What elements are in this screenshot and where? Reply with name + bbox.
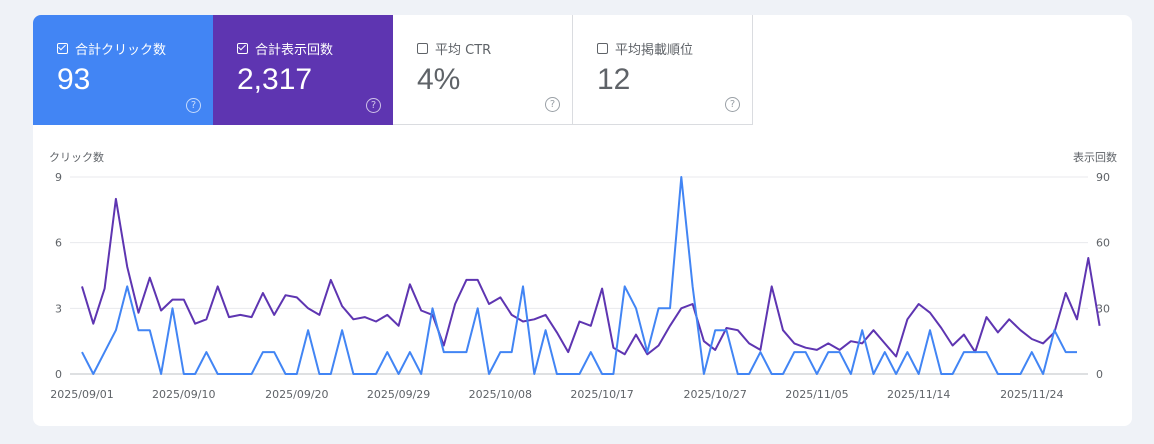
right-tick-label: 30 — [1096, 302, 1110, 315]
x-tick-label: 2025/09/29 — [367, 388, 430, 401]
performance-card: 合計クリック数 93 ? 合計表示回数 2,317 ? 平均 CTR 4% ? … — [33, 15, 1132, 426]
right-tick-label: 0 — [1096, 368, 1103, 381]
left-tick-label: 9 — [55, 171, 62, 184]
x-tick-label: 2025/10/17 — [570, 388, 633, 401]
x-tick-label: 2025/11/24 — [1000, 388, 1063, 401]
left-tick-label: 6 — [55, 237, 62, 250]
y-ticks: 9 90 6 60 3 30 0 0 — [55, 171, 1110, 381]
checkbox-icon[interactable] — [57, 43, 68, 54]
metric-tile-impressions[interactable]: 合計表示回数 2,317 ? — [213, 15, 393, 125]
metric-label: 平均掲載順位 — [615, 43, 694, 58]
checkbox-icon[interactable] — [237, 43, 248, 54]
help-icon[interactable]: ? — [186, 98, 201, 113]
metric-label: 平均 CTR — [435, 43, 492, 58]
checkbox-icon[interactable] — [597, 43, 608, 54]
metric-tiles: 合計クリック数 93 ? 合計表示回数 2,317 ? 平均 CTR 4% ? … — [33, 15, 753, 125]
right-axis-label: 表示回数 — [1073, 150, 1117, 164]
metric-tile-ctr[interactable]: 平均 CTR 4% ? — [393, 15, 573, 125]
right-tick-label: 90 — [1096, 171, 1110, 184]
metric-value: 12 — [597, 63, 631, 96]
x-tick-label: 2025/09/20 — [265, 388, 328, 401]
impressions-series-line — [81, 197, 1101, 358]
metric-value: 2,317 — [237, 63, 313, 96]
clicks-series-line — [81, 176, 1077, 375]
x-tick-label: 2025/09/10 — [152, 388, 215, 401]
checkbox-icon[interactable] — [417, 43, 428, 54]
x-tick-label: 2025/11/14 — [887, 388, 950, 401]
metric-value: 93 — [57, 63, 91, 96]
x-tick-label: 2025/09/01 — [50, 388, 113, 401]
x-tick-label: 2025/10/08 — [469, 388, 532, 401]
right-tick-label: 60 — [1096, 237, 1110, 250]
help-icon[interactable]: ? — [366, 98, 381, 113]
left-tick-label: 3 — [55, 302, 62, 315]
help-icon[interactable]: ? — [725, 97, 740, 112]
chart-lines — [81, 176, 1101, 375]
metric-tile-clicks[interactable]: 合計クリック数 93 ? — [33, 15, 213, 125]
metric-label: 合計表示回数 — [255, 43, 334, 58]
metric-tile-position[interactable]: 平均掲載順位 12 ? — [573, 15, 753, 125]
metric-value: 4% — [417, 63, 461, 96]
x-ticks: 2025/09/01 2025/09/10 2025/09/20 2025/09/29… — [50, 388, 1063, 401]
left-axis-label: クリック数 — [49, 151, 104, 164]
help-icon[interactable]: ? — [545, 97, 560, 112]
metric-label: 合計クリック数 — [75, 43, 167, 58]
x-tick-label: 2025/11/05 — [785, 388, 848, 401]
x-tick-label: 2025/10/27 — [683, 388, 746, 401]
chart-grid — [70, 176, 1088, 375]
left-tick-label: 0 — [55, 368, 62, 381]
